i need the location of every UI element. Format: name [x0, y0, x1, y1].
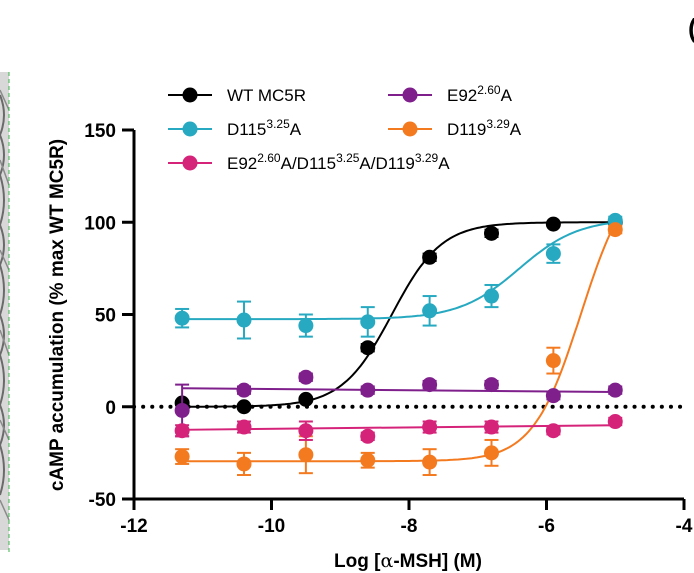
- axes: -50 0 50 100 150 -12 -10 -8 -6 -4: [84, 121, 693, 537]
- y-tick-label: 50: [95, 306, 116, 327]
- y-tick-label: 0: [105, 398, 116, 419]
- data-point-d119: [545, 353, 561, 369]
- x-tick-label: -8: [401, 516, 418, 537]
- panel-letter-fragment: (: [688, 13, 694, 43]
- x-axis-label: Log [α-MSH] (M): [334, 550, 482, 572]
- data-point-d119: [298, 447, 314, 463]
- data-point-e92: [174, 402, 190, 418]
- data-point-wt: [360, 340, 376, 356]
- y-tick-label: 100: [84, 213, 116, 234]
- data-point-e92: [484, 377, 499, 393]
- data-point-d119: [607, 222, 623, 238]
- data-point-d115: [545, 246, 561, 262]
- x-tick-label: -10: [258, 516, 285, 537]
- data-point-triple: [360, 428, 376, 444]
- data-point-d115: [360, 314, 376, 330]
- data-point-e92: [298, 369, 314, 385]
- data-point-d119: [422, 454, 438, 470]
- y-axis-label: cAMP accumulation (% max WT MC5R): [47, 139, 68, 491]
- data-point-wt: [422, 249, 438, 265]
- data-point-wt: [298, 391, 314, 407]
- legend-label-wt: WT MC5R: [227, 86, 306, 105]
- y-tick-label: 150: [84, 121, 116, 142]
- legend-label-e92: E922.60A: [447, 83, 513, 105]
- data-point-d119: [360, 452, 376, 468]
- x-tick-label: -4: [676, 516, 693, 537]
- legend: WT MC5R E922.60A D1153.25A D1193.29A E922.60…: [168, 83, 522, 173]
- data-point-triple: [545, 423, 561, 439]
- legend-label-triple: E922.60A/D1153.25A/D1193.29A: [227, 151, 450, 173]
- data-point-triple: [298, 423, 314, 439]
- legend-marker-d119: [402, 121, 418, 137]
- fit-curve-e92: [182, 387, 616, 393]
- fit-curve-d119: [182, 222, 617, 463]
- fit-curve-d115: [182, 221, 616, 321]
- data-point-wt: [545, 216, 561, 232]
- data-point-d115: [236, 312, 252, 328]
- data-point-d115: [422, 303, 438, 319]
- data-point-e92: [236, 382, 252, 398]
- data-point-d119: [236, 456, 252, 472]
- legend-marker-wt: [182, 87, 198, 103]
- legend-marker-d115: [182, 121, 198, 137]
- fit-curves: [182, 221, 617, 463]
- legend-marker-e92: [402, 87, 418, 103]
- data-point-e92: [607, 382, 623, 398]
- data-point-e92: [545, 388, 561, 404]
- data-point-wt: [236, 399, 252, 415]
- data-point-e92: [422, 377, 438, 393]
- data-point-d119: [484, 445, 499, 461]
- data-point-d119: [174, 449, 190, 465]
- cropped-structure-image: [0, 72, 10, 552]
- fit-curve-wt: [182, 221, 616, 408]
- data-point-d115: [174, 310, 190, 326]
- data-point-triple: [174, 423, 190, 439]
- x-tick-label: -6: [538, 516, 555, 537]
- legend-label-d119: D1193.29A: [447, 117, 522, 139]
- legend-marker-triple: [182, 155, 198, 171]
- data-point-triple: [236, 419, 252, 435]
- data-point-triple: [484, 419, 499, 435]
- data-point-d115: [484, 288, 499, 304]
- y-tick-label: -50: [89, 490, 116, 511]
- x-tick-label: -12: [120, 516, 147, 537]
- data-point-d115: [298, 318, 314, 334]
- legend-label-d115: D1153.25A: [227, 117, 302, 139]
- data-points: [174, 212, 623, 477]
- data-point-wt: [484, 225, 499, 241]
- data-point-e92: [360, 382, 376, 398]
- data-point-triple: [607, 414, 623, 430]
- data-point-triple: [422, 419, 438, 435]
- fit-curve-triple: [182, 424, 616, 431]
